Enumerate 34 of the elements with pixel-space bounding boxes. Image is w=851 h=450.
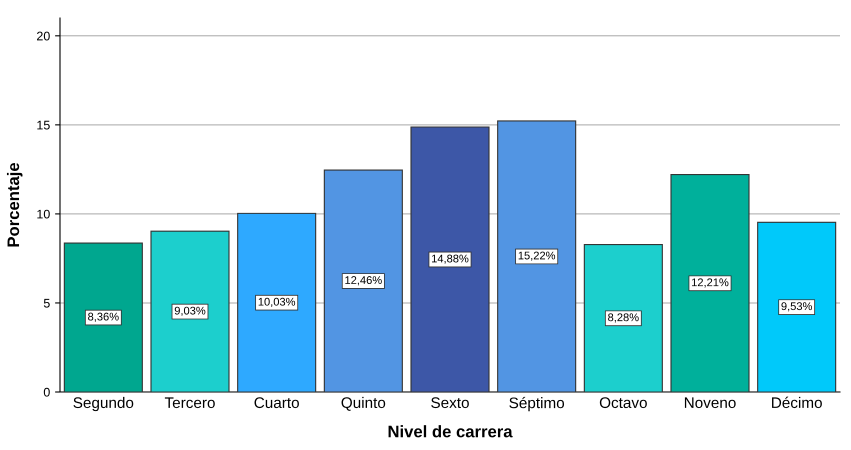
data-label: 10,03% bbox=[258, 298, 296, 307]
bar bbox=[64, 242, 143, 392]
y-tick-label: 5 bbox=[44, 298, 50, 308]
x-tick-label: Noveno bbox=[684, 397, 736, 408]
data-label: 12,46% bbox=[345, 276, 382, 286]
y-axis-title: Porcentaje bbox=[6, 162, 22, 246]
y-tick-label: 0 bbox=[44, 388, 50, 397]
data-label: 9,53% bbox=[781, 302, 812, 312]
x-tick-label: Quinto bbox=[342, 396, 386, 411]
bar bbox=[150, 230, 230, 392]
x-tick-label: Sexto bbox=[431, 397, 469, 408]
y-tick-label: 20 bbox=[37, 32, 50, 40]
x-tick-label: Cuarto bbox=[254, 397, 299, 408]
x-tick-label: Octavo bbox=[600, 397, 647, 408]
data-label: 15,22% bbox=[518, 252, 556, 261]
x-tick-label: Séptimo bbox=[509, 396, 564, 412]
data-label: 8,28% bbox=[608, 313, 639, 323]
bar bbox=[237, 212, 316, 392]
x-axis-title: Nivel de carrera bbox=[388, 425, 513, 438]
bar bbox=[324, 170, 403, 392]
bar bbox=[497, 120, 576, 392]
x-tick-label: Segundo bbox=[73, 396, 134, 412]
y-tick-label: 10 bbox=[37, 210, 50, 219]
x-tick-label: Décimo bbox=[772, 396, 822, 408]
data-label: 8,36% bbox=[88, 312, 119, 322]
y-tick-label: 15 bbox=[37, 120, 50, 130]
data-label: 14,88% bbox=[432, 254, 468, 264]
bar bbox=[410, 126, 490, 392]
x-tick-label: Tercero bbox=[164, 397, 215, 408]
data-label: 9,03% bbox=[174, 306, 206, 316]
bar bbox=[757, 222, 836, 392]
data-label: 12,21% bbox=[692, 278, 728, 288]
bar bbox=[584, 244, 663, 392]
bar bbox=[670, 174, 750, 392]
